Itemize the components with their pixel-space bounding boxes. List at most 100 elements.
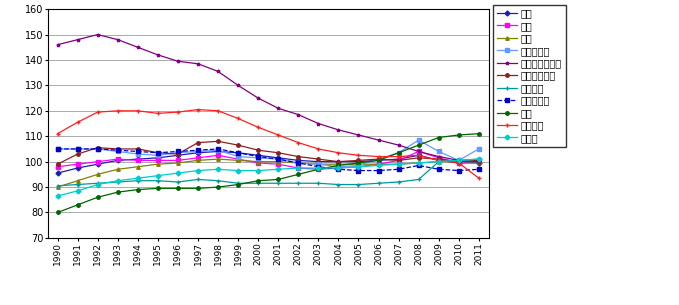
教育 <box>94 196 102 199</box>
光熱・水道 <box>415 138 423 142</box>
諸雑費 <box>374 163 382 167</box>
家具・家事用品 <box>354 133 363 137</box>
被服及び履物 <box>234 143 242 147</box>
被服及び履物 <box>153 151 162 155</box>
教養娯楽 <box>334 151 342 155</box>
諸雑費 <box>394 162 403 166</box>
家具・家事用品 <box>94 33 102 36</box>
総合 <box>153 156 162 160</box>
交通・通信 <box>214 147 222 151</box>
Line: 被服及び履物: 被服及び履物 <box>56 140 481 166</box>
食料 <box>374 162 382 166</box>
総合 <box>94 162 102 166</box>
教育 <box>455 133 463 137</box>
教育 <box>194 186 202 190</box>
保健医療 <box>174 180 182 184</box>
住居 <box>234 159 242 162</box>
総合 <box>394 157 403 161</box>
諸雑費 <box>294 166 302 170</box>
総合 <box>234 151 242 155</box>
交通・通信 <box>234 151 242 155</box>
光熱・水道 <box>194 150 202 153</box>
住居 <box>94 173 102 176</box>
住居 <box>194 159 202 162</box>
交通・通信 <box>254 155 262 158</box>
諸雑費 <box>194 169 202 172</box>
教育 <box>174 186 182 190</box>
保健医療 <box>214 179 222 182</box>
諸雑費 <box>435 160 443 163</box>
教養娯楽 <box>134 109 142 113</box>
教育 <box>134 188 142 192</box>
諸雑費 <box>234 169 242 172</box>
総合 <box>334 160 342 163</box>
被服及び履物 <box>194 141 202 145</box>
被服及び履物 <box>334 160 342 163</box>
保健医療 <box>435 160 443 163</box>
総合 <box>73 166 81 170</box>
交通・通信 <box>294 161 302 165</box>
交通・通信 <box>113 149 122 152</box>
総合 <box>314 160 323 163</box>
食料 <box>174 159 182 162</box>
保健医療 <box>274 181 282 185</box>
教育 <box>435 136 443 139</box>
教育 <box>354 161 363 165</box>
家具・家事用品 <box>113 38 122 41</box>
諸雑費 <box>254 169 262 172</box>
総合 <box>214 150 222 153</box>
諸雑費 <box>334 166 342 170</box>
交通・通信 <box>415 163 423 167</box>
教養娯楽 <box>455 161 463 165</box>
交通・通信 <box>374 169 382 172</box>
諸雑費 <box>214 167 222 171</box>
交通・通信 <box>354 169 363 172</box>
保健医療 <box>254 181 262 185</box>
交通・通信 <box>134 150 142 153</box>
教養娯楽 <box>54 132 62 135</box>
保健医療 <box>475 157 483 161</box>
保健医療 <box>415 178 423 181</box>
家具・家事用品 <box>415 150 423 153</box>
総合 <box>174 153 182 157</box>
光熱・水道 <box>254 156 262 160</box>
教育 <box>73 203 81 207</box>
住居 <box>354 162 363 166</box>
住居 <box>73 179 81 182</box>
総合 <box>54 171 62 175</box>
交通・通信 <box>435 167 443 171</box>
食料 <box>435 156 443 160</box>
被服及び履物 <box>254 149 262 152</box>
家具・家事用品 <box>134 45 142 49</box>
教養娯楽 <box>214 109 222 113</box>
諸雑費 <box>113 179 122 182</box>
教養娯楽 <box>435 159 443 162</box>
交通・通信 <box>54 147 62 151</box>
被服及び履物 <box>94 146 102 149</box>
保健医療 <box>354 183 363 186</box>
教養娯楽 <box>374 155 382 158</box>
諸雑費 <box>475 157 483 161</box>
食料 <box>134 159 142 162</box>
総合 <box>354 160 363 163</box>
光熱・水道 <box>455 159 463 162</box>
諸雑費 <box>134 176 142 180</box>
諸雑費 <box>94 183 102 186</box>
保健医療 <box>314 181 323 185</box>
住居 <box>435 160 443 163</box>
光熱・水道 <box>374 157 382 161</box>
総合 <box>254 153 262 157</box>
食料 <box>234 157 242 161</box>
諸雑費 <box>314 166 323 170</box>
諸雑費 <box>153 174 162 178</box>
総合 <box>294 159 302 162</box>
光熱・水道 <box>73 147 81 151</box>
教養娯楽 <box>415 153 423 157</box>
食料 <box>73 162 81 166</box>
食料 <box>475 159 483 162</box>
食料 <box>113 157 122 161</box>
食料 <box>294 166 302 170</box>
教育 <box>113 190 122 194</box>
家具・家事用品 <box>174 59 182 63</box>
家具・家事用品 <box>54 43 62 47</box>
